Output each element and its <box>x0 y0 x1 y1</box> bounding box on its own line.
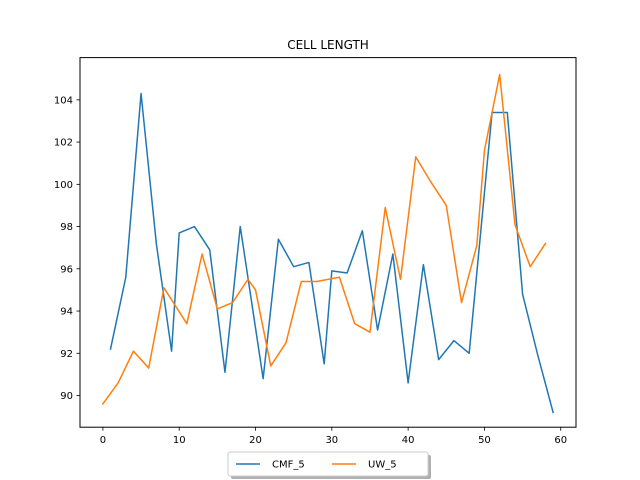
plot-area <box>79 57 577 428</box>
y-tick-label: 102 <box>54 138 73 149</box>
series-layer <box>101 73 555 414</box>
legend: CMF_5 UW_5 <box>227 451 431 479</box>
legend-box <box>227 451 429 477</box>
x-tick-label: 20 <box>249 435 262 446</box>
x-tick-label: 40 <box>402 435 415 446</box>
y-tick-label: 104 <box>54 95 73 106</box>
chart-title: CELL LENGTH <box>287 38 369 52</box>
y-tick-label: 100 <box>54 180 73 191</box>
x-tick-label: 0 <box>100 435 106 446</box>
legend-label: CMF_5 <box>272 460 305 471</box>
y-tick-label: 90 <box>60 391 73 402</box>
series-line-uw-5 <box>101 73 547 406</box>
y-tick-label: 98 <box>60 222 73 233</box>
x-tick-label: 60 <box>554 435 567 446</box>
x-tick-label: 50 <box>478 435 491 446</box>
x-tick-label: 30 <box>325 435 338 446</box>
x-axis: 0 10 20 30 40 50 60 <box>100 427 567 446</box>
y-tick-label: 94 <box>60 307 73 318</box>
series-line-cmf-5 <box>109 92 555 414</box>
legend-label: UW_5 <box>368 460 397 471</box>
y-tick-label: 96 <box>60 264 73 275</box>
x-tick-label: 10 <box>173 435 186 446</box>
y-axis: 90 92 94 96 98 100 102 104 <box>54 95 80 402</box>
y-tick-label: 92 <box>60 349 73 360</box>
